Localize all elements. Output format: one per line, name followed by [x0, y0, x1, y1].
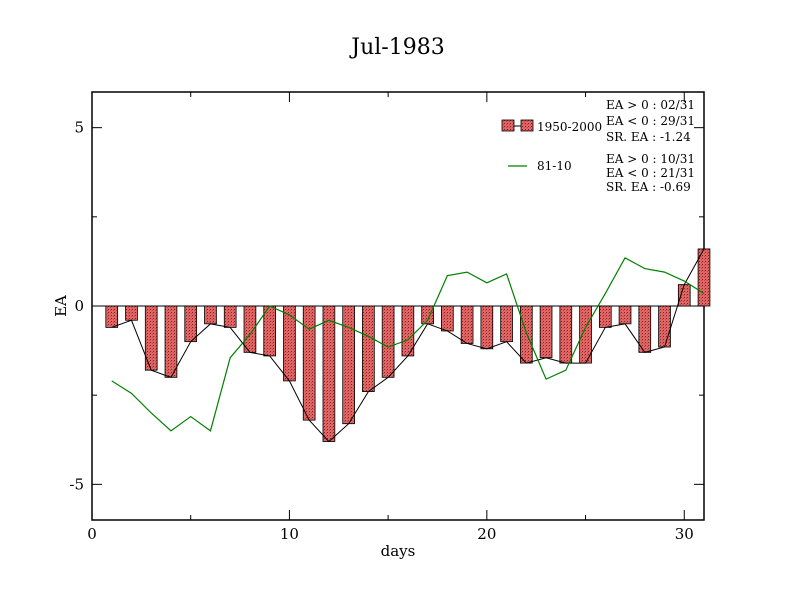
- y-axis-label: EA: [52, 295, 70, 317]
- bar-series: [105, 248, 711, 442]
- bar: [539, 305, 553, 359]
- bar: [520, 305, 533, 364]
- legend-stat: EA > 0 : 02/31: [606, 98, 695, 112]
- x-tick-label: 0: [87, 525, 97, 543]
- x-tick-label: 10: [280, 525, 299, 543]
- legend-stat: SR. EA : -1.24: [606, 130, 691, 144]
- bar: [618, 305, 632, 325]
- legend-stat: EA < 0 : 29/31: [606, 114, 695, 128]
- bar: [677, 284, 691, 307]
- bar: [105, 305, 119, 328]
- bar: [697, 248, 711, 307]
- bar: [579, 305, 592, 364]
- y-tick-label: 0: [74, 297, 84, 315]
- bar-connector-polyline: [111, 248, 705, 443]
- line-series: [111, 257, 705, 432]
- bar: [638, 305, 652, 353]
- bar: [362, 305, 375, 392]
- bar: [184, 305, 198, 343]
- bar-connector-line: [111, 248, 705, 443]
- bar: [342, 305, 355, 425]
- x-tick-label: 20: [477, 525, 496, 543]
- legend-stat: EA < 0 : 21/31: [606, 166, 695, 180]
- bar: [421, 305, 434, 325]
- legend-label-line: 81-10: [537, 159, 572, 173]
- chart-title: Jul-1983: [349, 35, 444, 60]
- y-tick-label: -5: [69, 475, 84, 493]
- bar: [263, 305, 277, 357]
- x-tick-label: 30: [675, 525, 694, 543]
- y-tick-label: 5: [74, 119, 84, 137]
- bar: [598, 305, 612, 328]
- bar: [125, 305, 138, 321]
- legend: 1950-2000 EA > 0 : 02/31 EA < 0 : 29/31 …: [501, 98, 695, 194]
- bar: [500, 305, 513, 343]
- bar: [441, 305, 454, 332]
- legend-bar-swatch: [501, 119, 515, 132]
- legend-label-bars: 1950-2000: [537, 120, 602, 134]
- axes: 0 10 20 30 -5 0 5: [69, 92, 704, 543]
- series-line-81-10: [111, 257, 705, 432]
- bar: [381, 305, 395, 378]
- bar: [480, 305, 494, 350]
- bar: [164, 305, 178, 378]
- bar: [559, 305, 573, 364]
- bar: [658, 305, 671, 348]
- bar: [322, 305, 336, 442]
- bar: [460, 305, 474, 344]
- bar: [302, 305, 316, 421]
- legend-stat: SR. EA : -0.69: [606, 180, 691, 194]
- x-axis-label: days: [381, 542, 416, 560]
- bar: [204, 305, 217, 325]
- bar: [223, 305, 237, 328]
- legend-bar-swatch: [520, 119, 534, 132]
- legend-stat: EA > 0 : 10/31: [606, 152, 695, 166]
